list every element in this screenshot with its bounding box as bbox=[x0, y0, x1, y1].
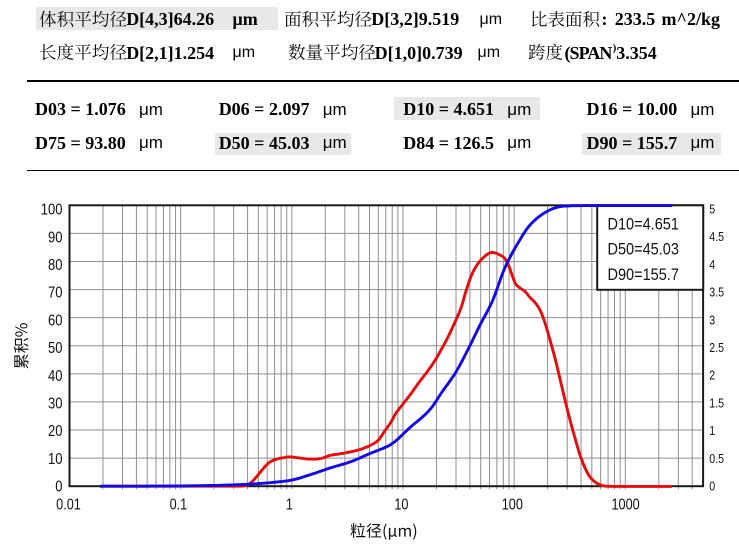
svg-text:20: 20 bbox=[48, 423, 63, 440]
svg-text:50: 50 bbox=[48, 340, 63, 357]
svg-text:2.5: 2.5 bbox=[709, 341, 724, 355]
svg-text:4.5: 4.5 bbox=[709, 230, 724, 244]
svg-text:D10=4.651: D10=4.651 bbox=[608, 215, 679, 233]
svg-text:100: 100 bbox=[41, 202, 63, 219]
svg-text:0: 0 bbox=[55, 479, 62, 496]
svg-text:30: 30 bbox=[48, 396, 63, 413]
svg-text:1: 1 bbox=[286, 496, 293, 513]
svg-text:70: 70 bbox=[48, 285, 63, 302]
svg-text:5: 5 bbox=[709, 203, 715, 217]
svg-text:1000: 1000 bbox=[611, 496, 639, 513]
svg-text:D90=155.7: D90=155.7 bbox=[608, 266, 679, 284]
svg-text:1: 1 bbox=[709, 424, 715, 438]
svg-text:0.1: 0.1 bbox=[170, 496, 188, 513]
svg-text:10: 10 bbox=[394, 496, 408, 513]
svg-text:2: 2 bbox=[709, 369, 715, 383]
svg-text:80: 80 bbox=[48, 257, 63, 274]
svg-text:10: 10 bbox=[48, 451, 63, 468]
svg-text:3.5: 3.5 bbox=[709, 286, 724, 300]
svg-text:0.01: 0.01 bbox=[56, 496, 81, 513]
svg-text:0: 0 bbox=[709, 480, 715, 494]
svg-text:D50=45.03: D50=45.03 bbox=[608, 241, 679, 259]
svg-text:40: 40 bbox=[48, 368, 63, 385]
svg-text:90: 90 bbox=[48, 229, 63, 246]
svg-text:60: 60 bbox=[48, 312, 63, 329]
svg-text:100: 100 bbox=[502, 496, 523, 513]
svg-text:4: 4 bbox=[709, 258, 715, 272]
svg-text:1.5: 1.5 bbox=[709, 397, 724, 411]
svg-text:3: 3 bbox=[709, 314, 715, 328]
svg-text:0.5: 0.5 bbox=[709, 452, 724, 466]
